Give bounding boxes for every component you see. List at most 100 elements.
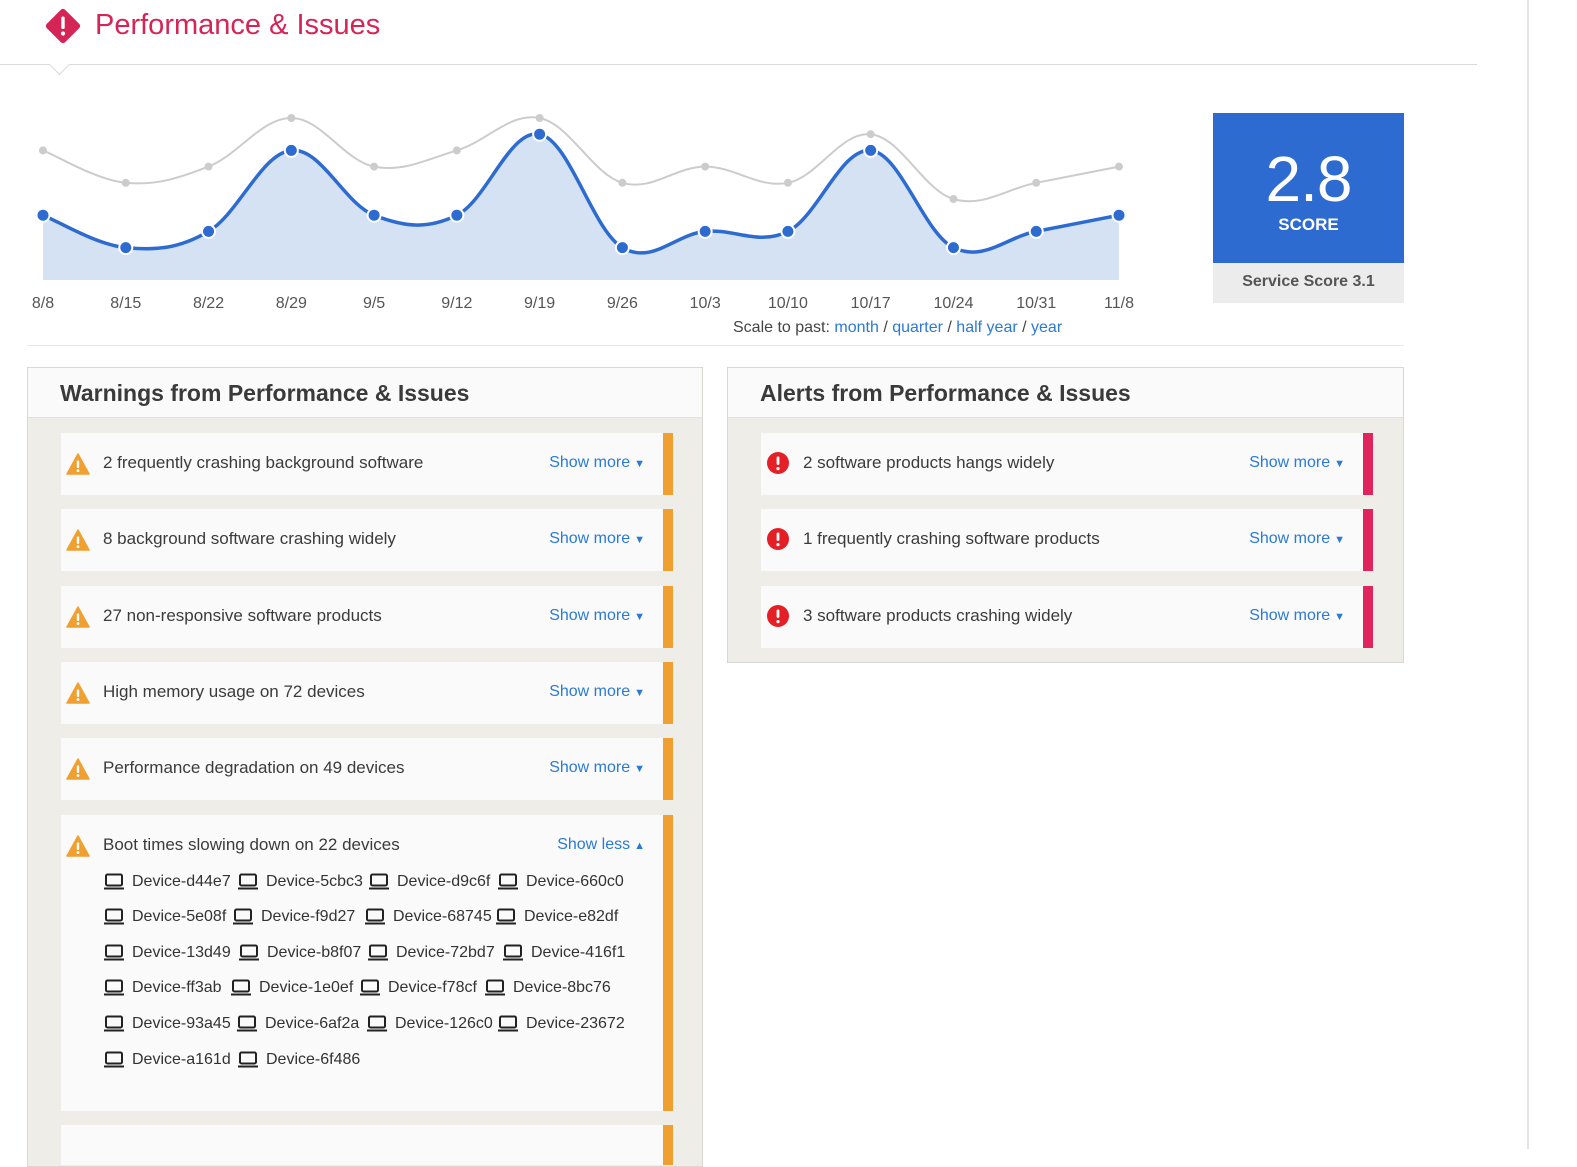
x-tick-label: 8/22 xyxy=(193,295,224,312)
scale-option-half-year[interactable]: half year xyxy=(956,319,1018,336)
device-link[interactable]: Device-5cbc3 xyxy=(237,873,363,891)
show-less-link[interactable]: Show less ▲ xyxy=(557,836,645,853)
score-card: 2.8 SCORE xyxy=(1213,113,1404,263)
device-link[interactable]: Device-8bc76 xyxy=(484,979,611,997)
laptop-icon xyxy=(367,1015,387,1032)
x-tick-label: 9/19 xyxy=(524,295,555,312)
alert-circle-icon xyxy=(767,605,789,627)
device-name[interactable]: Device-5cbc3 xyxy=(266,873,363,890)
show-more-link[interactable]: Show more ▼ xyxy=(1249,454,1345,471)
device-link[interactable]: Device-126c0 xyxy=(366,1015,493,1033)
service-score: Service Score 3.1 xyxy=(1213,263,1404,303)
x-tick-label: 10/10 xyxy=(768,295,808,312)
device-name[interactable]: Device-d44e7 xyxy=(132,873,231,890)
device-link[interactable]: Device-72bd7 xyxy=(367,944,495,962)
device-link[interactable]: Device-b8f07 xyxy=(238,944,361,962)
laptop-icon xyxy=(238,1051,258,1068)
score-point-8/8 xyxy=(35,207,51,223)
reference-point-10/3 xyxy=(701,162,710,171)
score-point-11/8 xyxy=(1111,207,1127,223)
device-link[interactable]: Device-5e08f xyxy=(103,908,226,926)
device-link[interactable]: Device-13d49 xyxy=(103,944,231,962)
device-link[interactable]: Device-d44e7 xyxy=(103,873,231,891)
section-header: Performance & Issues xyxy=(0,0,1477,65)
show-more-link[interactable]: Show more ▼ xyxy=(1249,607,1345,624)
score-point-9/19 xyxy=(532,126,548,142)
device-link[interactable]: Device-f78cf xyxy=(359,979,477,997)
laptop-icon xyxy=(104,873,124,890)
device-link[interactable]: Device-1e0ef xyxy=(230,979,353,997)
show-more-link[interactable]: Show more ▼ xyxy=(549,607,645,624)
show-more-link[interactable]: Show more ▼ xyxy=(549,759,645,776)
laptop-icon xyxy=(238,873,258,890)
device-name[interactable]: Device-13d49 xyxy=(132,944,231,961)
device-name[interactable]: Device-f9d27 xyxy=(261,908,356,925)
laptop-icon xyxy=(104,1015,124,1032)
scale-option-month[interactable]: month xyxy=(834,319,879,336)
score-point-8/22 xyxy=(201,223,217,239)
device-link[interactable]: Device-e82df xyxy=(495,908,618,926)
device-link[interactable]: Device-93a45 xyxy=(103,1015,231,1033)
device-name[interactable]: Device-6af2a xyxy=(265,1015,360,1032)
chevron-down-icon: ▼ xyxy=(634,687,645,699)
reference-point-8/15 xyxy=(121,178,130,187)
severity-bar xyxy=(663,1125,673,1165)
device-name[interactable]: Device-8bc76 xyxy=(513,979,611,996)
scale-option-year[interactable]: year xyxy=(1031,319,1063,336)
device-name[interactable]: Device-e82df xyxy=(524,908,619,925)
device-name[interactable]: Device-f78cf xyxy=(388,979,477,996)
reference-point-9/5 xyxy=(370,162,379,171)
show-more-link[interactable]: Show more ▼ xyxy=(549,683,645,700)
device-name[interactable]: Device-6f486 xyxy=(266,1051,361,1068)
device-name[interactable]: Device-23672 xyxy=(526,1015,625,1032)
device-link[interactable]: Device-f9d27 xyxy=(232,908,355,926)
show-more-link[interactable]: Show more ▼ xyxy=(1249,530,1345,547)
show-more-link[interactable]: Show more ▼ xyxy=(549,530,645,547)
device-name[interactable]: Device-68745 xyxy=(393,908,492,925)
device-name[interactable]: Device-a161d xyxy=(132,1051,231,1068)
reference-point-8/22 xyxy=(204,162,213,171)
x-tick-label: 10/3 xyxy=(690,295,721,312)
reference-point-10/31 xyxy=(1032,178,1041,187)
device-name[interactable]: Device-126c0 xyxy=(395,1015,493,1032)
severity-bar xyxy=(663,509,673,571)
device-link[interactable]: Device-6af2a xyxy=(236,1015,359,1033)
laptop-icon xyxy=(503,944,523,961)
device-link[interactable]: Device-a161d xyxy=(103,1051,231,1069)
laptop-icon xyxy=(498,873,518,890)
page-right-border xyxy=(1527,0,1529,1149)
chevron-down-icon: ▼ xyxy=(1334,534,1345,546)
device-name[interactable]: Device-72bd7 xyxy=(396,944,495,961)
device-name[interactable]: Device-d9c6f xyxy=(397,873,491,890)
laptop-icon xyxy=(368,944,388,961)
score-point-10/31 xyxy=(1028,223,1044,239)
warnings-item-text: Boot times slowing down on 22 devices xyxy=(103,835,400,854)
score-point-9/12 xyxy=(449,207,465,223)
device-link[interactable]: Device-23672 xyxy=(497,1015,625,1033)
x-tick-label: 11/8 xyxy=(1104,295,1134,312)
reference-point-10/17 xyxy=(866,130,875,139)
x-tick-label: 10/17 xyxy=(851,295,891,312)
device-link[interactable]: Device-6f486 xyxy=(237,1051,360,1069)
device-link[interactable]: Device-d9c6f xyxy=(368,873,490,891)
laptop-icon xyxy=(239,944,259,961)
device-link[interactable]: Device-416f1 xyxy=(502,944,625,962)
x-tick-label: 8/15 xyxy=(110,295,141,312)
series-line-reference xyxy=(42,116,1120,203)
device-name[interactable]: Device-93a45 xyxy=(132,1015,231,1032)
scale-option-quarter[interactable]: quarter xyxy=(892,319,943,336)
laptop-icon xyxy=(104,979,124,996)
warnings-item: Boot times slowing down on 22 devices Sho… xyxy=(61,815,673,1111)
device-name[interactable]: Device-ff3ab xyxy=(132,979,222,996)
device-link[interactable]: Device-ff3ab xyxy=(103,979,222,997)
device-name[interactable]: Device-416f1 xyxy=(531,944,626,961)
device-name[interactable]: Device-1e0ef xyxy=(259,979,354,996)
reference-point-8/29 xyxy=(287,114,296,122)
warnings-item xyxy=(61,1125,673,1165)
device-name[interactable]: Device-5e08f xyxy=(132,908,227,925)
device-name[interactable]: Device-b8f07 xyxy=(267,944,362,961)
device-link[interactable]: Device-660c0 xyxy=(497,873,624,891)
device-name[interactable]: Device-660c0 xyxy=(526,873,624,890)
device-link[interactable]: Device-68745 xyxy=(364,908,492,926)
show-more-link[interactable]: Show more ▼ xyxy=(549,454,645,471)
